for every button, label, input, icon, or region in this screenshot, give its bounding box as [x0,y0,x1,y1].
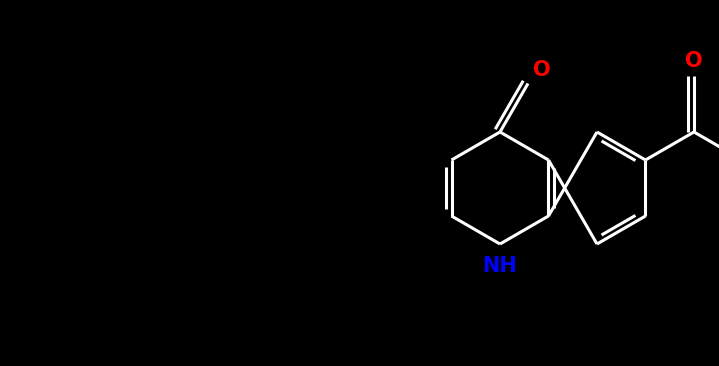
Text: NH: NH [482,256,518,276]
Text: O: O [533,60,551,79]
Text: O: O [685,51,702,71]
